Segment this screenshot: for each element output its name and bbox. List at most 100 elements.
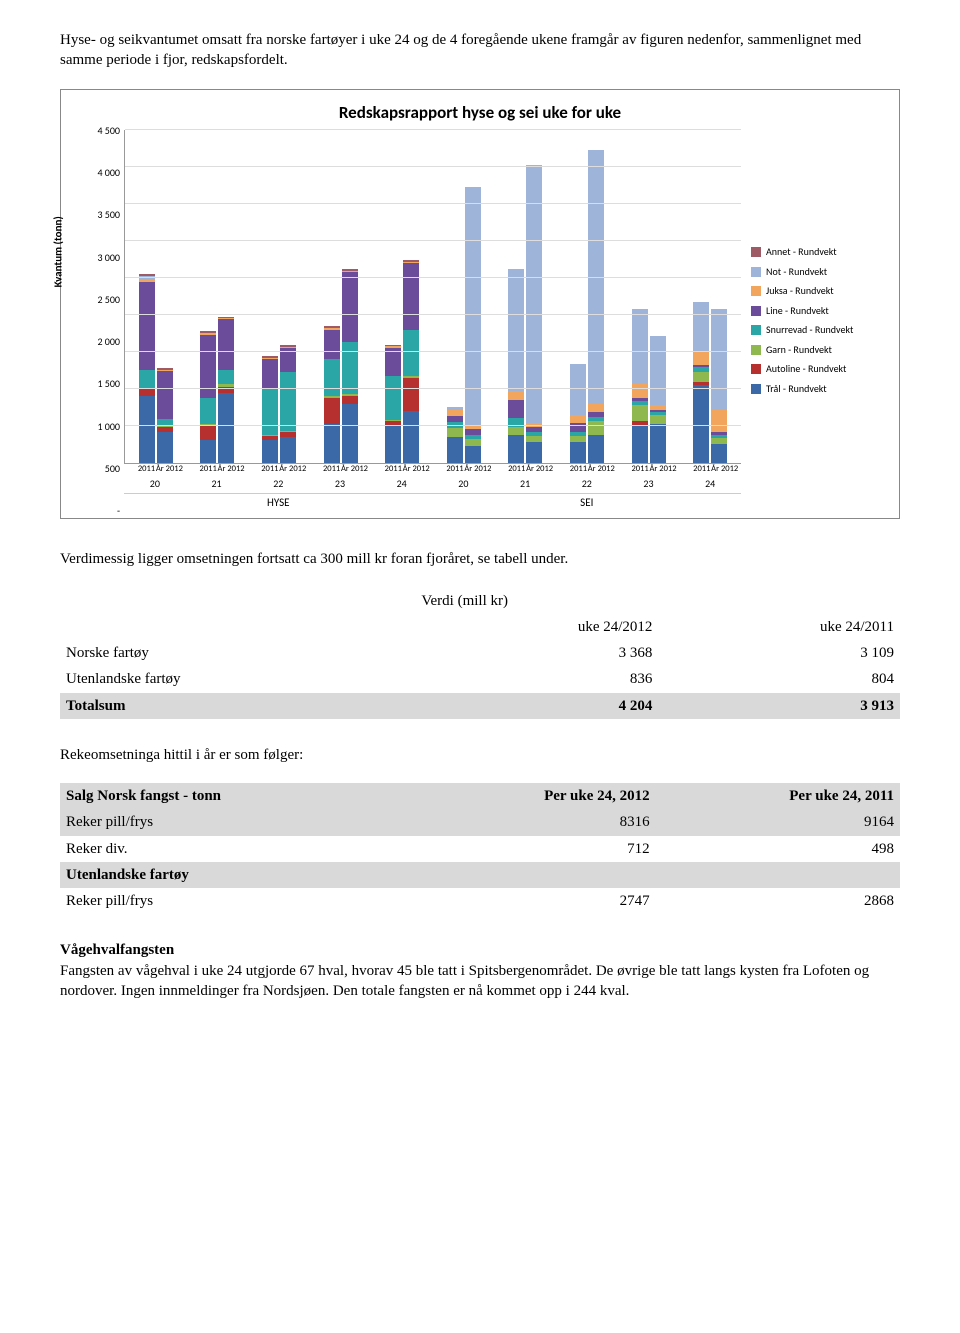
- bar-segment: [650, 415, 666, 424]
- x-sublabel: 2011: [261, 464, 277, 475]
- bar-segment: [200, 426, 216, 441]
- bar-segment: [588, 404, 604, 413]
- legend-label: Line - Rundvekt: [766, 304, 829, 318]
- mid-paragraph: Verdimessig ligger omsetningen fortsatt …: [60, 549, 900, 569]
- x-week-label: 23: [309, 477, 371, 491]
- bar-group: [371, 130, 433, 462]
- row-val-a: [410, 862, 656, 888]
- bar-segment: [465, 446, 481, 462]
- whale-text: Fangsten av vågehval i uke 24 utgjorde 6…: [60, 961, 900, 1002]
- bar-segment: [403, 330, 419, 376]
- x-category-label: HYSE: [124, 494, 433, 511]
- legend-label: Annet - Rundvekt: [766, 245, 837, 259]
- gridline: [125, 203, 741, 204]
- bar-segment: [218, 393, 234, 463]
- intro-paragraph: Hyse- og seikvantumet omsatt fra norske …: [60, 30, 900, 71]
- x-week-label: 21: [186, 477, 248, 491]
- x-sublabel: År 2012: [711, 464, 727, 475]
- y-tick: 4 000: [97, 166, 120, 180]
- bar-segment: [157, 432, 173, 463]
- y-tick: 3 500: [97, 208, 120, 222]
- bar-segment: [324, 398, 340, 424]
- bar-group: [679, 130, 741, 462]
- stacked-bar: [570, 130, 586, 462]
- bar-segment: [632, 384, 648, 399]
- bar-segment: [385, 376, 401, 420]
- legend-swatch: [751, 345, 761, 355]
- stacked-bar: [342, 130, 358, 462]
- bar-segment: [403, 263, 419, 329]
- y-axis: Kvantum (tonn) -5001 0001 5002 0002 5003…: [69, 130, 124, 510]
- legend-item: Snurrevad - Rundvekt: [751, 323, 891, 337]
- bar-segment: [218, 370, 234, 385]
- reke-header-a: Per uke 24, 2012: [410, 783, 656, 809]
- bar-segment: [508, 427, 524, 434]
- row-val-a: 3 368: [415, 640, 658, 666]
- bar-segment: [139, 370, 155, 388]
- legend-label: Trål - Rundvekt: [766, 382, 827, 396]
- gridline: [125, 425, 741, 426]
- x-sublabel: År 2012: [341, 464, 357, 475]
- stacked-bar: [588, 130, 604, 462]
- bar-segment: [650, 336, 666, 405]
- bar-segment: [632, 309, 648, 384]
- row-val-a: 712: [410, 836, 656, 862]
- x-sublabel: 2011: [570, 464, 586, 475]
- x-sublabel: 2011: [631, 464, 647, 475]
- legend-item: Line - Rundvekt: [751, 304, 891, 318]
- stacked-bar: [526, 130, 542, 462]
- legend-swatch: [751, 267, 761, 277]
- x-week-label: 22: [247, 477, 309, 491]
- bar-group: [495, 130, 557, 462]
- whale-section: Vågehvalfangsten Fangsten av vågehval i …: [60, 940, 900, 1001]
- row-val-b: [656, 862, 900, 888]
- legend-item: Juksa - Rundvekt: [751, 284, 891, 298]
- x-week-label: 22: [556, 477, 618, 491]
- table-row: Reker pill/frys83169164: [60, 809, 900, 835]
- table-row: Reker div.712498: [60, 836, 900, 862]
- bar-group: [187, 130, 249, 462]
- y-tick: -: [117, 504, 120, 518]
- bar-segment: [262, 440, 278, 462]
- reke-table: Salg Norsk fangst - tonn Per uke 24, 201…: [60, 783, 900, 914]
- bar-segment: [650, 424, 666, 462]
- x-sublabel: År 2012: [403, 464, 419, 475]
- stacked-bar: [650, 130, 666, 462]
- row-label: Reker pill/frys: [60, 809, 410, 835]
- x-week-label: 23: [618, 477, 680, 491]
- value-total-label: Totalsum: [60, 693, 415, 719]
- y-tick: 1 500: [97, 377, 120, 391]
- gridline: [125, 129, 741, 130]
- bar-segment: [139, 282, 155, 371]
- legend-swatch: [751, 364, 761, 374]
- bar-segment: [711, 309, 727, 410]
- bar-segment: [711, 444, 727, 462]
- bar-segment: [342, 272, 358, 342]
- bar-segment: [157, 371, 173, 419]
- legend-item: Trål - Rundvekt: [751, 382, 891, 396]
- bar-segment: [262, 359, 278, 389]
- row-val-b: 3 109: [658, 640, 900, 666]
- stacked-bar: [711, 130, 727, 462]
- bar-segment: [508, 418, 524, 427]
- bar-segment: [342, 404, 358, 463]
- x-category-label: SEI: [433, 494, 742, 511]
- bar-group: [433, 130, 495, 462]
- bar-segment: [632, 426, 648, 463]
- x-week-label: 24: [371, 477, 433, 491]
- bar-segment: [693, 351, 709, 364]
- gridline: [125, 314, 741, 315]
- whale-title: Vågehvalfangsten: [60, 940, 900, 960]
- value-table-supheader: Verdi (mill kr): [415, 588, 900, 614]
- legend-swatch: [751, 325, 761, 335]
- bar-segment: [139, 389, 155, 396]
- legend-item: Garn - Rundvekt: [751, 343, 891, 357]
- legend-swatch: [751, 384, 761, 394]
- x-sublabel: 2011: [200, 464, 216, 475]
- legend-label: Garn - Rundvekt: [766, 343, 832, 357]
- bar-group: [248, 130, 310, 462]
- value-table-col2: uke 24/2011: [658, 614, 900, 640]
- stacked-bar: [200, 130, 216, 462]
- legend-label: Juksa - Rundvekt: [766, 284, 834, 298]
- legend-swatch: [751, 247, 761, 257]
